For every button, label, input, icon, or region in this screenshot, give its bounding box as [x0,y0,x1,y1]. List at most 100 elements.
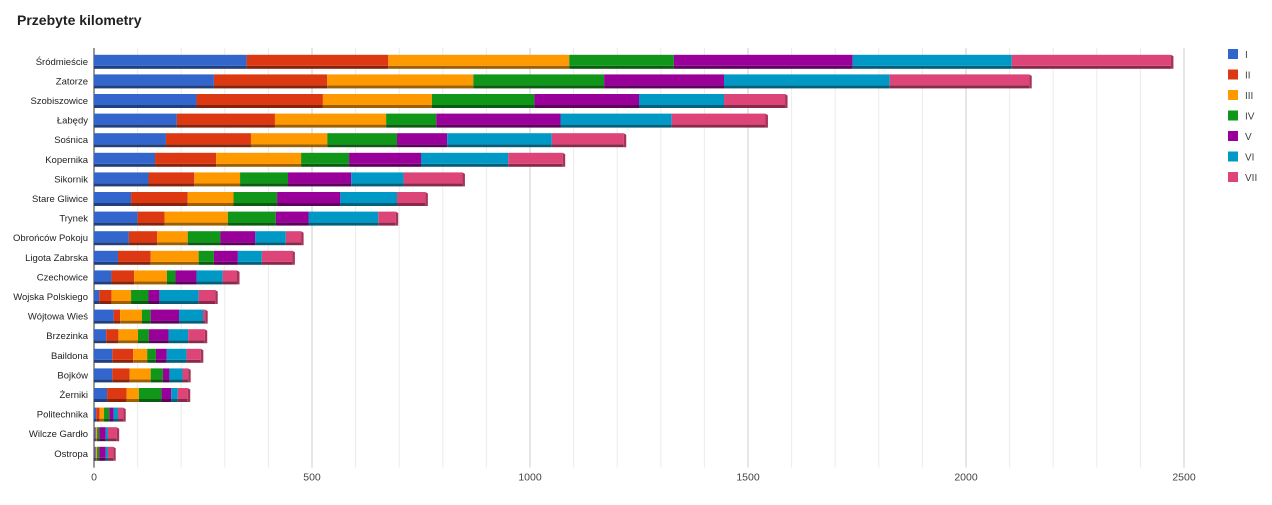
bar-segment[interactable] [150,368,163,380]
bar-segment[interactable] [308,211,379,223]
bar-row[interactable] [94,270,240,285]
bar-segment[interactable] [186,348,201,360]
bar-segment[interactable] [724,94,786,105]
bar-segment[interactable] [473,74,605,86]
legend-item[interactable]: III [1228,90,1253,102]
bar-segment[interactable] [165,133,251,145]
bar-segment[interactable] [285,231,302,243]
bar-row[interactable] [94,446,116,461]
bar-segment[interactable] [111,290,132,301]
bar-segment[interactable] [106,329,119,341]
bar-segment[interactable] [94,231,129,243]
bar-segment[interactable] [113,309,121,321]
bar-segment[interactable] [99,446,106,458]
bar-segment[interactable] [327,74,474,86]
bar-segment[interactable] [104,407,110,419]
bar-row[interactable] [94,94,788,108]
bar-row[interactable] [94,427,120,442]
bar-segment[interactable] [227,211,276,223]
bar-segment[interactable] [171,388,178,399]
bar-segment[interactable] [403,172,463,184]
bar-segment[interactable] [94,54,247,66]
bar-segment[interactable] [213,74,328,86]
bar-segment[interactable] [378,211,396,223]
bar-segment[interactable] [94,329,107,341]
bar-segment[interactable] [94,94,197,105]
bar-segment[interactable] [94,133,166,145]
bar-segment[interactable] [388,54,570,66]
legend-item[interactable]: IV [1228,110,1255,123]
bar-segment[interactable] [671,113,766,125]
bar-segment[interactable] [96,427,98,439]
bar-row[interactable] [94,211,399,226]
bar-segment[interactable] [95,446,97,458]
bar-segment[interactable] [134,270,167,282]
bar-segment[interactable] [94,309,114,321]
bar-segment[interactable] [113,407,118,419]
bar-segment[interactable] [179,309,203,321]
bar-segment[interactable] [351,172,404,184]
bar-segment[interactable] [196,270,223,282]
bar-segment[interactable] [117,250,151,262]
bar-segment[interactable] [141,309,151,321]
bar-segment[interactable] [322,94,432,105]
bar-row[interactable] [94,133,627,148]
bar-segment[interactable] [129,368,151,380]
bar-row[interactable] [94,329,208,344]
bar-segment[interactable] [112,348,134,360]
bar-segment[interactable] [148,290,160,301]
bar-row[interactable] [94,290,218,304]
bar-segment[interactable] [177,388,188,399]
bar-segment[interactable] [301,152,350,164]
bar-segment[interactable] [118,329,139,341]
bar-segment[interactable] [131,290,149,301]
bar-segment[interactable] [138,388,162,399]
bar-segment[interactable] [107,446,114,458]
bar-row[interactable] [94,250,295,265]
bar-segment[interactable] [95,427,97,439]
bar-segment[interactable] [508,152,563,164]
bar-segment[interactable] [569,54,674,66]
bar-row[interactable] [94,192,428,206]
bar-row[interactable] [94,54,1174,69]
bar-segment[interactable] [169,368,183,380]
bar-segment[interactable] [213,250,238,262]
bar-segment[interactable] [148,172,195,184]
bar-segment[interactable] [94,250,118,262]
bar-segment[interactable] [94,388,108,399]
legend-item[interactable]: V [1228,131,1252,143]
bar-segment[interactable] [275,211,309,223]
bar-segment[interactable] [349,152,421,164]
bar-segment[interactable] [112,368,130,380]
bar-segment[interactable] [94,348,113,360]
bar-segment[interactable] [327,133,398,145]
bar-segment[interactable] [551,133,624,145]
bar-segment[interactable] [639,94,725,105]
bar-segment[interactable] [131,192,188,203]
bar-segment[interactable] [155,348,167,360]
bar-row[interactable] [94,231,304,246]
bar-segment[interactable] [94,446,96,458]
bar-segment[interactable] [673,54,853,66]
bar-segment[interactable] [237,250,262,262]
bar-segment[interactable] [94,427,96,439]
bar-segment[interactable] [604,74,725,86]
bar-segment[interactable] [724,74,890,86]
bar-segment[interactable] [94,113,177,125]
bar-segment[interactable] [147,348,156,360]
bar-segment[interactable] [246,54,389,66]
bar-segment[interactable] [187,231,221,243]
bar-segment[interactable] [447,133,552,145]
bar-segment[interactable] [198,290,216,301]
bar-segment[interactable] [99,427,106,439]
bar-segment[interactable] [216,152,302,164]
bar-segment[interactable] [155,152,217,164]
bar-segment[interactable] [138,329,149,341]
bar-segment[interactable] [220,231,256,243]
bar-segment[interactable] [196,94,323,105]
bar-segment[interactable] [164,211,228,223]
bar-segment[interactable] [182,368,189,380]
bar-row[interactable] [94,172,465,187]
bar-segment[interactable] [150,250,199,262]
